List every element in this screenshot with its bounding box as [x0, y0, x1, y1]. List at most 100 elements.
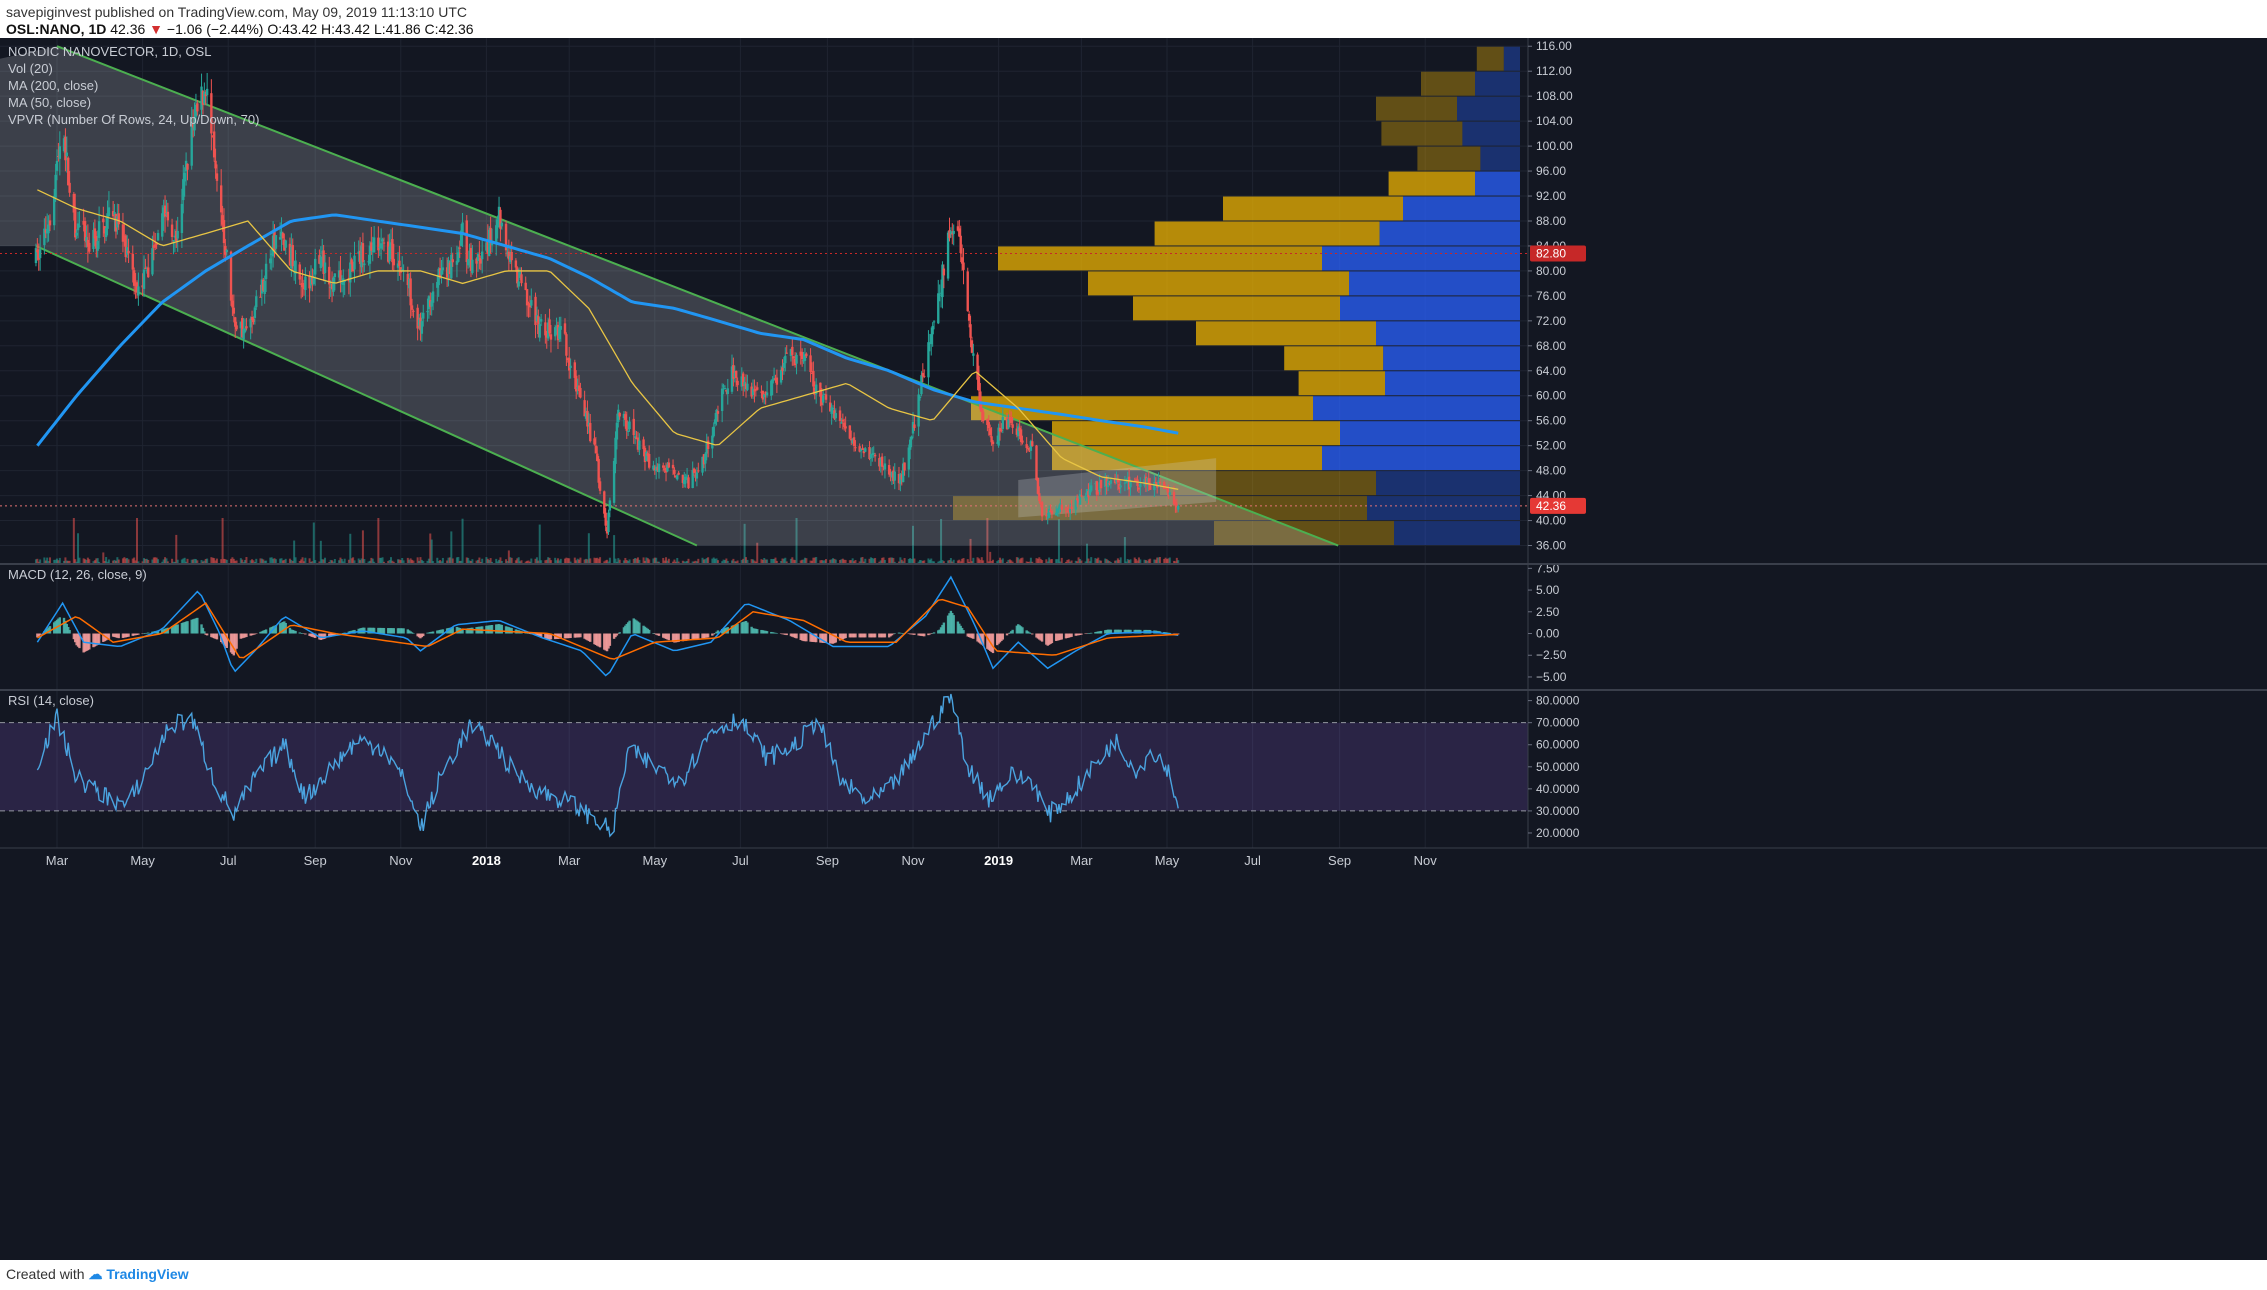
- volume-bar: [770, 558, 773, 564]
- volume-bar: [942, 561, 945, 564]
- candle-body: [203, 91, 206, 104]
- volume-bar: [799, 560, 802, 564]
- volume-bar: [752, 559, 755, 564]
- candle-body: [250, 316, 254, 321]
- macd-hist-bar: [549, 633, 553, 640]
- candle-body: [212, 131, 216, 158]
- candle-body: [151, 248, 154, 275]
- macd-hist-bar: [311, 633, 314, 637]
- candle-body: [524, 282, 527, 291]
- macd-hist-bar: [137, 633, 140, 635]
- volume-bar: [1157, 557, 1160, 564]
- macd-hist-bar: [681, 633, 685, 642]
- macd-hist-bar: [1080, 633, 1083, 635]
- volume-bar: [613, 535, 616, 564]
- volume-bar: [67, 560, 70, 564]
- candle-body: [997, 427, 1000, 446]
- candle-body: [339, 270, 342, 281]
- volume-bar: [201, 561, 204, 564]
- macd-hist-bar: [117, 633, 120, 639]
- candle-body: [941, 264, 944, 298]
- macd-hist-bar: [451, 627, 454, 634]
- volume-bar: [519, 561, 522, 564]
- volume-bar: [622, 560, 625, 564]
- candle-body: [204, 94, 207, 97]
- volume-bar: [86, 557, 89, 564]
- macd-hist-bar: [939, 627, 943, 634]
- time-axis[interactable]: Mar May Jul Sep Nov 2018 Mar May Jul Sep Nov 2019 Ma…: [0, 847, 2267, 868]
- macd-hist-bar: [106, 633, 109, 640]
- rsi-axis[interactable]: 80.000070.000060.000050.000040.000030.00…: [1528, 694, 1580, 840]
- candle-body: [1046, 517, 1049, 519]
- candle-body: [137, 286, 140, 296]
- candle-body: [252, 318, 255, 323]
- candle-body: [1064, 508, 1068, 510]
- price-axis[interactable]: 116.00112.00108.00104.00100.0096.0092.00…: [1527, 38, 2267, 848]
- volume-bar: [1094, 558, 1097, 564]
- macd-hist-bar: [1050, 633, 1054, 644]
- macd-hist-bar: [584, 633, 588, 640]
- publisher-name[interactable]: savepiginvest: [6, 4, 91, 20]
- candle-body: [328, 266, 331, 285]
- macd-hist-bar: [687, 633, 690, 641]
- candle-body: [743, 381, 746, 386]
- candle-body: [417, 319, 421, 326]
- rsi-pane[interactable]: RSI (14, close): [0, 693, 1528, 838]
- candle-body: [701, 456, 704, 473]
- candle-body: [349, 262, 352, 283]
- volume-bar: [1149, 558, 1152, 564]
- volume-bar: [862, 561, 865, 564]
- candle-body: [499, 209, 502, 229]
- candle-body: [893, 471, 896, 481]
- candle-body: [288, 243, 292, 266]
- macd-hist-bar: [683, 633, 686, 642]
- candle-body: [518, 272, 522, 278]
- volume-bar: [221, 518, 224, 564]
- candle-body: [58, 146, 62, 159]
- candle-body: [410, 305, 414, 310]
- price-tick-label: 104.00: [1536, 114, 1573, 128]
- volume-bar: [1000, 559, 1003, 564]
- volume-bar: [124, 558, 127, 564]
- volume-bar: [359, 560, 362, 564]
- volume-bar: [300, 559, 303, 564]
- macd-hist-bar: [377, 627, 380, 634]
- volume-bar: [646, 558, 649, 564]
- candle-body: [67, 157, 70, 186]
- candle-body: [988, 428, 992, 436]
- candle-body: [635, 437, 638, 440]
- volume-bar: [701, 557, 704, 564]
- macd-hist-bar: [1017, 624, 1020, 634]
- candle-body: [879, 459, 882, 467]
- macd-hist-bar: [685, 633, 689, 641]
- macd-hist-bar: [114, 633, 118, 638]
- tradingview-logo-icon[interactable]: ☁: [88, 1266, 103, 1282]
- macd-hist-bar: [871, 633, 874, 638]
- candle-body: [321, 251, 324, 253]
- volume-bar: [495, 558, 498, 564]
- volume-bar: [43, 557, 46, 564]
- volume-bar: [868, 558, 871, 564]
- macd-pane[interactable]: MACD (12, 26, close, 9): [8, 567, 1180, 677]
- tradingview-brand[interactable]: TradingView: [106, 1266, 189, 1282]
- candle-body: [814, 384, 818, 395]
- price-tick-label: 68.00: [1536, 339, 1566, 353]
- volume-bar: [360, 558, 363, 564]
- candle-body: [792, 356, 795, 359]
- candle-body: [663, 468, 666, 470]
- candle-body: [231, 300, 234, 308]
- volume-bar: [498, 559, 501, 564]
- vp-down-bar: [1388, 171, 1475, 196]
- macd-hist-bar: [1049, 633, 1052, 644]
- candle-body: [927, 342, 930, 378]
- macd-hist-bar: [86, 633, 90, 651]
- candle-body: [201, 91, 205, 105]
- volume-bar: [439, 560, 442, 564]
- candle-body: [722, 385, 725, 387]
- macd-hist-bar: [1018, 625, 1021, 634]
- macd-hist-bar: [78, 633, 81, 649]
- candle-body: [43, 228, 46, 246]
